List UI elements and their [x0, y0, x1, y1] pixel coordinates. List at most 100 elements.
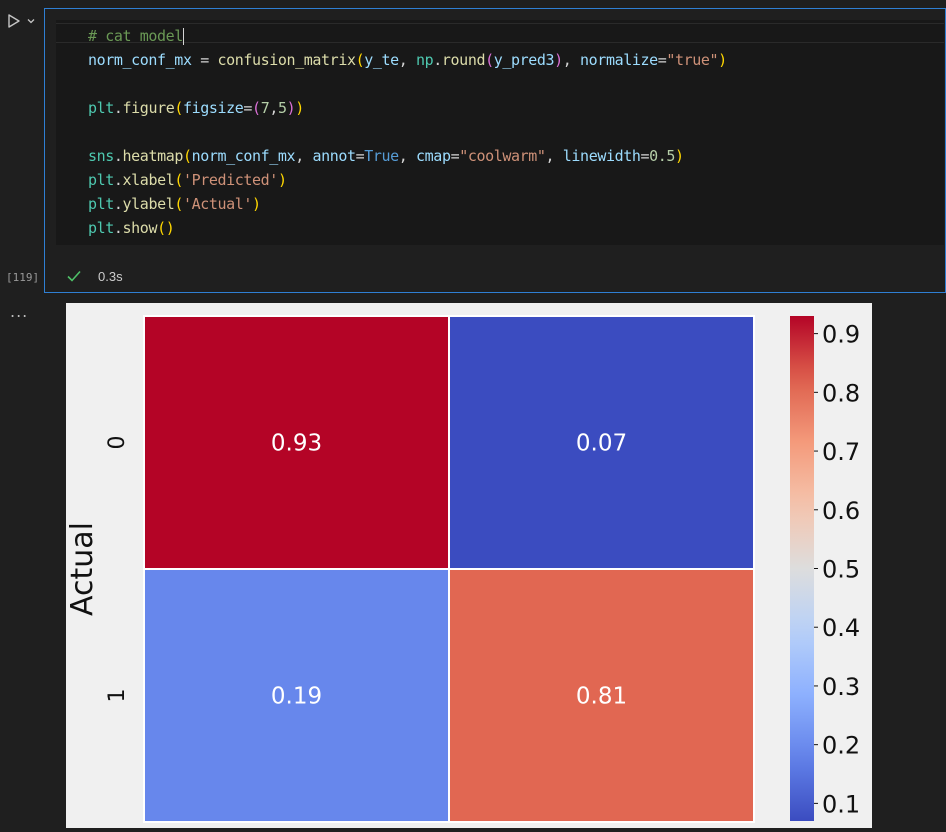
cell-annotation: 0.93: [271, 431, 322, 457]
run-icon: [6, 13, 22, 29]
cell-annotation: 0.19: [271, 684, 322, 710]
code-token: figure: [122, 99, 175, 117]
code-token: ,: [295, 147, 313, 165]
code-token: np: [416, 51, 434, 69]
execution-count: [119]: [6, 271, 40, 284]
code-token: (: [174, 195, 183, 213]
code-token: "true": [666, 51, 719, 69]
execution-time: 0.3s: [98, 269, 123, 284]
code-token: .: [113, 195, 123, 213]
output-more-button[interactable]: ...: [10, 302, 29, 321]
heatmap-cell: [143, 568, 450, 823]
colorbar-tick-label: 0.3: [822, 673, 860, 701]
cell-annotation: 0.81: [576, 684, 627, 710]
code-line[interactable]: [88, 72, 727, 96]
code-token: ): [286, 99, 296, 117]
colorbar-tick-label: 0.9: [822, 321, 860, 349]
code-token: ): [554, 51, 563, 69]
code-token: ylabel: [122, 195, 175, 213]
code-token: ): [277, 171, 287, 189]
code-token: =: [243, 99, 253, 117]
colorbar-tick-label: 0.8: [822, 379, 860, 407]
code-line[interactable]: # cat model: [88, 24, 727, 48]
code-token: ,: [562, 51, 581, 69]
code-token: cmap: [416, 147, 451, 165]
cell-output: 0.93 0.07 0.19 0.81 0 1 Actual 0.1 0.2 0.3 0.4 0.…: [65, 303, 872, 828]
current-line-highlight: [56, 23, 944, 43]
colorbar-tick-label: 0.4: [822, 614, 860, 642]
code-token: confusion_matrix: [217, 51, 356, 69]
code-token: norm_conf_mx: [191, 147, 296, 165]
colorbar-tick-label: 0.5: [822, 556, 860, 584]
y-tick-label: 1: [105, 689, 130, 703]
code-token: ): [252, 195, 261, 213]
cell-annotation: 0.07: [576, 431, 627, 457]
code-token: ): [165, 219, 175, 237]
code-token: .: [113, 99, 123, 117]
code-line[interactable]: sns.heatmap(norm_conf_mx, annot=True, cm…: [88, 144, 727, 168]
code-token: heatmap: [122, 147, 184, 165]
heatmap-cell: [143, 315, 450, 570]
code-line[interactable]: plt.ylabel('Actual'): [88, 192, 727, 216]
colorbar-tick-label: 0.6: [822, 497, 860, 525]
code-editor[interactable]: # cat model norm_conf_mx = confusion_matr…: [56, 20, 944, 245]
code-token: .: [113, 147, 123, 165]
colorbar-tick-label: 0.2: [822, 732, 860, 760]
code-token: plt: [88, 219, 114, 237]
code-token: .: [433, 51, 442, 69]
check-icon: [66, 268, 82, 288]
heatmap-cell: [448, 568, 755, 823]
code-token: linewidth: [562, 147, 641, 165]
code-line[interactable]: plt.show(): [88, 216, 727, 240]
code-token: figsize: [182, 99, 244, 117]
code-token: =: [640, 147, 650, 165]
colorbar: [790, 316, 814, 821]
text-caret: [182, 28, 184, 45]
run-cell-button[interactable]: [6, 10, 42, 32]
code-token: =: [450, 147, 460, 165]
code-token: (: [182, 147, 192, 165]
code-token: plt: [88, 195, 114, 213]
code-token: norm_conf_mx: [88, 51, 192, 69]
code-line[interactable]: plt.figure(figsize=(7,5)): [88, 96, 727, 120]
code-token: (: [174, 171, 183, 189]
code-token: sns: [88, 147, 114, 165]
code-line[interactable]: norm_conf_mx = confusion_matrix(y_te, np…: [88, 48, 727, 72]
code-text[interactable]: # cat model norm_conf_mx = confusion_matr…: [88, 24, 727, 240]
code-token: ): [295, 99, 304, 117]
code-token: .: [113, 171, 123, 189]
code-token: ,: [269, 99, 278, 117]
code-token: 7: [260, 99, 270, 117]
code-token: ): [675, 147, 684, 165]
chevron-down-icon[interactable]: [26, 16, 36, 26]
code-token: # cat model: [88, 27, 183, 45]
code-token: .: [113, 219, 123, 237]
code-token: True: [364, 147, 399, 165]
code-token: 5: [277, 99, 287, 117]
code-token: =: [191, 51, 218, 69]
y-tick-label: 0: [105, 436, 130, 450]
code-token: "coolwarm": [459, 147, 546, 165]
code-token: 'Actual': [182, 195, 253, 213]
heatmap-chart: 0.93 0.07 0.19 0.81 0 1 Actual 0.1 0.2 0.3 0.4 0.…: [65, 303, 872, 828]
code-token: 'Predicted': [182, 171, 278, 189]
heatmap-cell: [448, 315, 755, 570]
code-token: show: [122, 219, 158, 237]
code-line[interactable]: plt.xlabel('Predicted'): [88, 168, 727, 192]
code-token: (: [174, 99, 183, 117]
code-token: =: [355, 147, 365, 165]
code-token: ): [718, 51, 727, 69]
colorbar-tick-label: 0.7: [822, 438, 860, 466]
code-token: ,: [398, 147, 417, 165]
y-axis-label: Actual: [66, 522, 100, 616]
code-line[interactable]: [88, 120, 727, 144]
code-token: plt: [88, 99, 114, 117]
code-token: (: [355, 51, 365, 69]
code-token: annot: [312, 147, 356, 165]
code-token: (: [485, 51, 494, 69]
code-token: ,: [398, 51, 417, 69]
code-token: ,: [545, 147, 563, 165]
code-token: 0.5: [649, 147, 676, 165]
code-token: (: [157, 219, 166, 237]
code-token: (: [252, 99, 261, 117]
